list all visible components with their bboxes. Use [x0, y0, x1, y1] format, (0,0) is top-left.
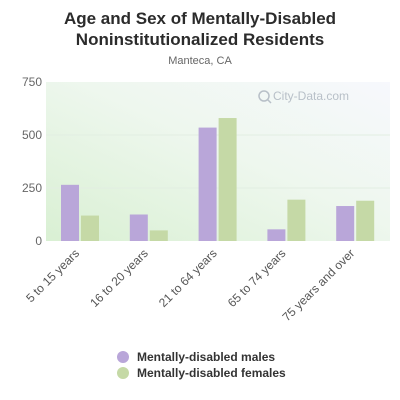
- legend-label-males: Mentally-disabled males: [137, 350, 276, 364]
- y-tick-label: 0: [35, 234, 42, 248]
- bar-females-0: [81, 215, 99, 241]
- bar-males-2: [198, 127, 217, 241]
- chart-subtitle: Manteca, CA: [168, 55, 232, 67]
- bars: [61, 118, 375, 241]
- bar-females-2: [218, 118, 237, 241]
- y-tick-label: 250: [22, 181, 42, 195]
- x-tick-label: 21 to 64 years: [156, 246, 220, 310]
- legend: Mentally-disabled males Mentally-disable…: [117, 349, 286, 381]
- y-tick-label: 500: [22, 128, 42, 142]
- x-axis-labels: 5 to 15 years 16 to 20 years 21 to 64 year…: [23, 246, 357, 324]
- watermark: City-Data.com: [258, 89, 349, 104]
- legend-item-males: Mentally-disabled males: [117, 349, 286, 365]
- x-tick-label: 5 to 15 years: [23, 246, 82, 305]
- bar-males-3: [267, 229, 286, 241]
- bar-females-4: [356, 200, 375, 241]
- plot-area: [46, 82, 390, 241]
- legend-item-females: Mentally-disabled females: [117, 365, 286, 381]
- bar-males-0: [61, 184, 79, 241]
- bar-males-1: [129, 214, 148, 241]
- chart-title: Age and Sex of Mentally-Disabled Noninst…: [63, 9, 337, 49]
- gridlines: [46, 134, 390, 189]
- legend-swatch-females: [117, 367, 129, 379]
- legend-swatch-males: [117, 351, 129, 363]
- bar-males-4: [336, 206, 355, 241]
- y-axis-ticks: 0 250 500 750: [22, 75, 42, 248]
- legend-label-females: Mentally-disabled females: [137, 366, 286, 380]
- x-tick-label: 16 to 20 years: [87, 246, 151, 310]
- bar-females-1: [149, 230, 168, 241]
- y-tick-label: 750: [22, 75, 42, 89]
- watermark-text: City-Data.com: [273, 89, 349, 103]
- bar-females-3: [287, 199, 306, 241]
- x-tick-label: 65 to 74 years: [225, 246, 289, 310]
- x-tick-label: 75 years and over: [279, 246, 357, 324]
